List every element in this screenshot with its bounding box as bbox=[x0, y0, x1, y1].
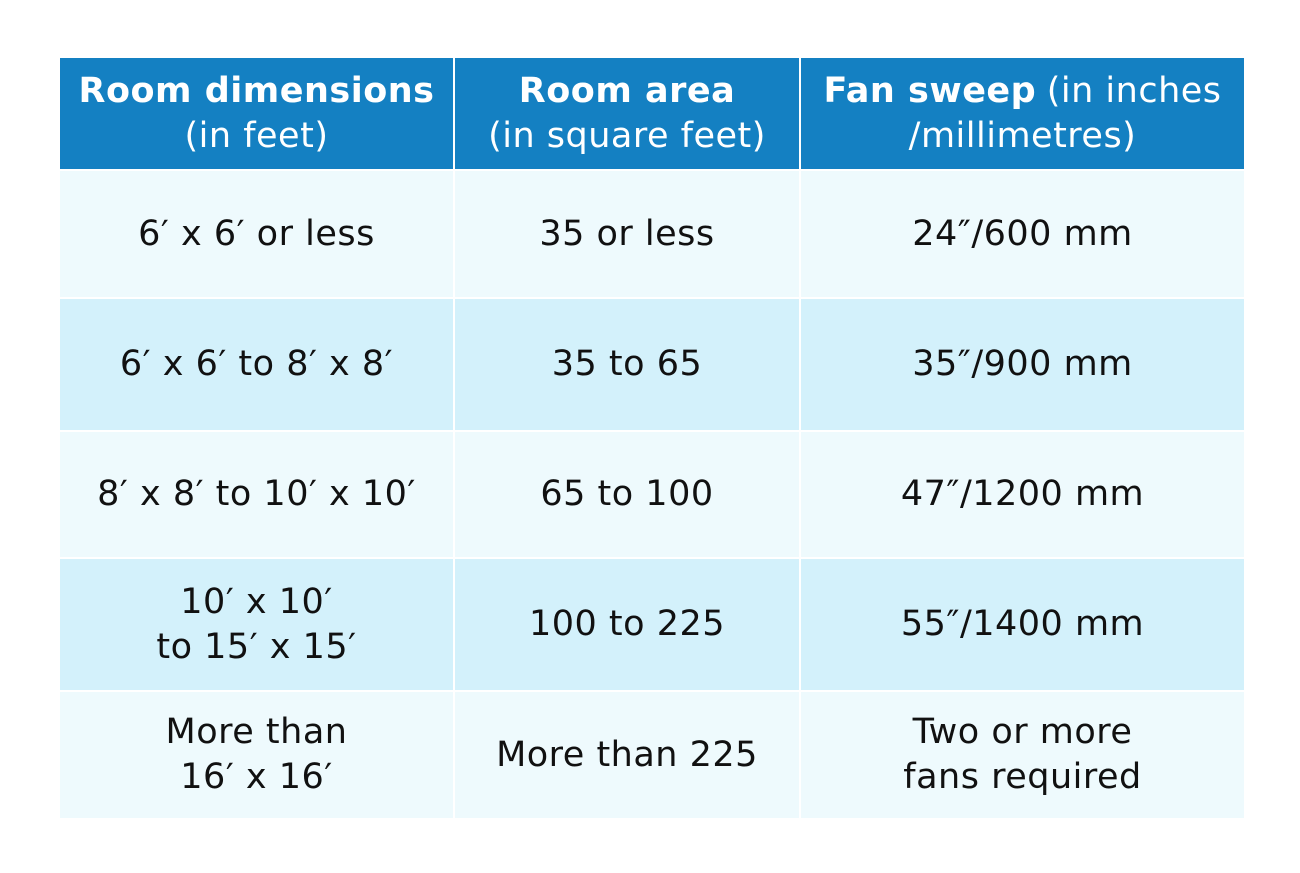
header-text: Fan sweep bbox=[823, 70, 1037, 111]
table-cell: 47″/1200 mm bbox=[801, 432, 1244, 557]
header-text: Room dimensions bbox=[78, 70, 435, 111]
header-text: Room area bbox=[518, 70, 736, 111]
cell-text: 35 or less bbox=[539, 213, 715, 254]
cell-text: 100 to 225 bbox=[529, 604, 725, 644]
header-text: (in square feet) bbox=[488, 115, 766, 156]
table-cell: 35 or less bbox=[455, 171, 799, 297]
header-line: Fan sweep (in inches bbox=[823, 69, 1221, 114]
cell-text: 55″/1400 mm bbox=[900, 604, 1145, 644]
cell-text: 65 to 100 bbox=[540, 474, 714, 514]
header-cell: Fan sweep (in inches/millimetres) bbox=[801, 58, 1244, 169]
cell-text: 47″/1200 mm bbox=[900, 474, 1145, 514]
table-cell: 35 to 65 bbox=[455, 299, 799, 430]
header-text: /millimetres) bbox=[908, 115, 1137, 156]
header-cell: Room dimensions (in feet) bbox=[60, 58, 453, 169]
table-cell: 6′ x 6′ to 8′ x 8′ bbox=[60, 299, 453, 430]
cell-text: Two or more bbox=[912, 712, 1133, 752]
table-cell: 6′ x 6′ or less bbox=[60, 171, 453, 297]
header-text: (in inches bbox=[1046, 70, 1222, 111]
table-cell: 55″/1400 mm bbox=[801, 559, 1244, 690]
cell-text: 24″/600 mm bbox=[912, 213, 1133, 254]
cell-text: 6′ x 6′ to 8′ x 8′ bbox=[119, 344, 394, 384]
cell-text: More than 225 bbox=[496, 734, 758, 775]
table-cell: 10′ x 10′ to 15′ x 15′ bbox=[60, 559, 453, 690]
cell-text: 35″/900 mm bbox=[912, 344, 1133, 384]
cell-text: 35 to 65 bbox=[551, 344, 703, 384]
table-cell: More than 225 bbox=[455, 692, 799, 818]
header-line: /millimetres) bbox=[909, 114, 1137, 159]
cell-text: 10′ x 10′ bbox=[180, 581, 333, 622]
table-cell: More than 16′ x 16′ bbox=[60, 692, 453, 818]
header-line: (in square feet) bbox=[488, 114, 766, 159]
table-cell: Two or more fans required bbox=[801, 692, 1244, 818]
table-cell: 100 to 225 bbox=[455, 559, 799, 690]
header-text: (in feet) bbox=[184, 115, 329, 156]
cell-text: fans required bbox=[903, 757, 1142, 797]
header-line: Room area bbox=[519, 69, 735, 114]
table-cell: 8′ x 8′ to 10′ x 10′ bbox=[60, 432, 453, 557]
table-cell: 65 to 100 bbox=[455, 432, 799, 557]
cell-text: to 15′ x 15′ bbox=[156, 626, 357, 667]
cell-text: 6′ x 6′ or less bbox=[138, 213, 375, 254]
header-line: (in feet) bbox=[185, 114, 329, 159]
table-cell: 35″/900 mm bbox=[801, 299, 1244, 430]
table-cell: 24″/600 mm bbox=[801, 171, 1244, 297]
cell-text: 16′ x 16′ bbox=[180, 757, 333, 797]
size-table: Room dimensions (in feet) Room area (in squ… bbox=[60, 58, 1244, 818]
header-line: Room dimensions bbox=[79, 69, 435, 114]
header-cell: Room area (in square feet) bbox=[455, 58, 799, 169]
cell-text: More than bbox=[165, 712, 348, 752]
cell-text: 8′ x 8′ to 10′ x 10′ bbox=[97, 474, 416, 514]
